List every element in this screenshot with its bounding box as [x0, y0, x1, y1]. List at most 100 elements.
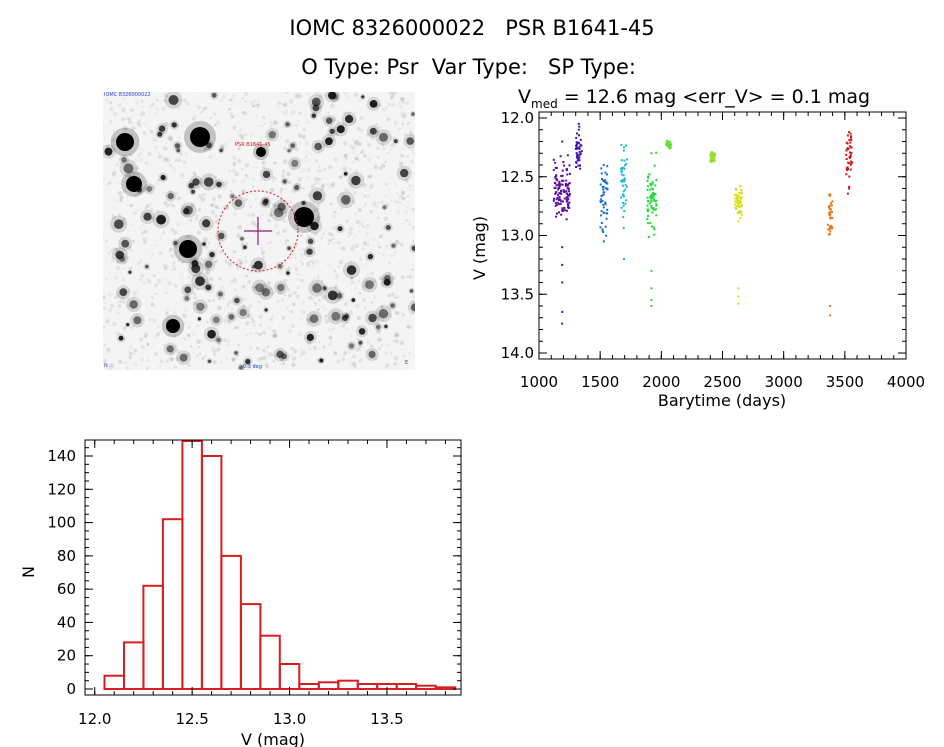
- background-star: [228, 169, 231, 173]
- background-star: [267, 205, 271, 209]
- data-point: [575, 148, 578, 150]
- background-star: [361, 246, 365, 250]
- background-star: [213, 112, 216, 116]
- background-star: [124, 116, 129, 121]
- data-point: [556, 196, 559, 199]
- background-star: [228, 265, 231, 268]
- background-star: [381, 146, 387, 151]
- background-star: [316, 216, 320, 220]
- background-star: [203, 354, 207, 358]
- background-star: [283, 219, 287, 223]
- background-star: [411, 268, 415, 272]
- background-star: [274, 226, 277, 229]
- background-star: [389, 118, 392, 121]
- background-star: [402, 196, 406, 200]
- background-star: [232, 278, 238, 283]
- data-point: [622, 227, 625, 229]
- background-star: [376, 329, 381, 334]
- star: [238, 365, 244, 370]
- star: [157, 131, 163, 137]
- background-star: [312, 208, 317, 213]
- background-star: [354, 140, 360, 145]
- background-star: [295, 268, 298, 271]
- data-point: [850, 136, 852, 139]
- data-point: [829, 217, 832, 220]
- star: [209, 251, 215, 258]
- background-star: [379, 104, 382, 108]
- background-star: [388, 92, 393, 94]
- background-star: [117, 103, 122, 107]
- data-point: [846, 166, 849, 169]
- background-star: [363, 306, 367, 309]
- background-star: [182, 98, 187, 102]
- corner-label-bl: N: [104, 363, 108, 369]
- data-point: [850, 138, 853, 141]
- data-point: [740, 192, 743, 195]
- background-star: [122, 326, 127, 331]
- background-star: [236, 267, 240, 271]
- background-star: [258, 314, 263, 319]
- background-star: [269, 213, 273, 217]
- data-point: [553, 181, 556, 184]
- data-point: [555, 191, 558, 194]
- data-point: [558, 187, 561, 189]
- data-point: [652, 188, 654, 191]
- background-star: [375, 122, 379, 126]
- background-star: [251, 319, 256, 324]
- background-star: [366, 339, 368, 342]
- bright-star: [190, 127, 210, 147]
- histogram-bar: [259, 634, 281, 691]
- background-star: [266, 242, 269, 246]
- background-star: [127, 117, 131, 121]
- data-point: [620, 143, 623, 146]
- background-star: [155, 106, 159, 110]
- star: [168, 95, 179, 105]
- header-line-1: IOMC 8326000022 PSR B1641-45: [0, 16, 944, 40]
- star: [104, 147, 113, 156]
- background-star: [111, 247, 116, 251]
- data-point: [579, 164, 581, 167]
- background-star: [305, 155, 308, 158]
- background-star: [167, 135, 173, 141]
- background-star: [394, 239, 400, 245]
- data-point: [561, 322, 564, 325]
- data-point: [562, 189, 565, 192]
- background-star: [166, 203, 170, 208]
- background-star: [148, 318, 152, 322]
- background-star: [213, 123, 217, 127]
- background-star: [402, 101, 405, 104]
- data-point: [850, 135, 853, 138]
- background-star: [358, 99, 362, 103]
- data-point: [560, 175, 563, 177]
- background-star: [165, 156, 170, 161]
- background-star: [163, 98, 167, 102]
- data-point: [740, 197, 743, 200]
- background-star: [104, 302, 107, 305]
- background-star: [127, 289, 131, 294]
- background-star: [378, 276, 383, 280]
- data-point: [565, 183, 567, 185]
- background-star: [406, 121, 411, 126]
- background-star: [386, 117, 391, 122]
- background-star: [393, 121, 398, 126]
- background-star: [266, 364, 270, 369]
- star: [331, 311, 341, 321]
- background-star: [186, 333, 191, 338]
- data-point: [555, 204, 558, 207]
- background-star: [142, 237, 148, 242]
- background-star: [269, 352, 274, 357]
- background-star: [249, 346, 253, 350]
- data-point: [557, 183, 560, 186]
- background-star: [336, 120, 340, 123]
- background-star: [140, 274, 144, 278]
- background-star: [313, 301, 317, 305]
- background-star: [226, 320, 232, 325]
- star: [365, 280, 374, 290]
- background-star: [299, 259, 302, 262]
- background-star: [115, 199, 118, 202]
- background-star: [286, 171, 291, 177]
- data-point: [848, 185, 851, 188]
- background-star: [139, 227, 141, 229]
- data-point: [623, 178, 626, 181]
- background-star: [289, 346, 294, 351]
